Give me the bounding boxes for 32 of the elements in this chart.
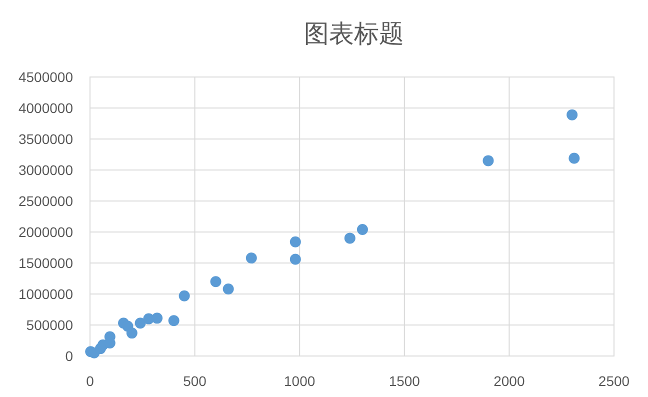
x-tick-label: 2500 — [598, 373, 630, 389]
point — [566, 109, 578, 120]
point — [246, 252, 257, 264]
point — [344, 232, 356, 244]
point — [356, 224, 368, 236]
x-tick-label: 0 — [86, 373, 94, 389]
point — [210, 276, 222, 288]
y-tick-label: 4500000 — [18, 69, 74, 85]
point — [222, 284, 234, 295]
point — [178, 290, 190, 302]
y-tick-label: 0 — [65, 348, 74, 364]
point — [152, 312, 163, 324]
point — [482, 155, 494, 166]
y-tick-label: 1000000 — [18, 286, 74, 302]
y-tick-label: 1500000 — [18, 255, 74, 271]
point — [126, 328, 138, 339]
y-tick-label: 3500000 — [18, 131, 74, 147]
point — [168, 315, 180, 326]
x-tick-label: 1500 — [388, 373, 420, 389]
y-tick-label: 2000000 — [18, 224, 74, 240]
point — [568, 152, 580, 164]
x-tick-label: 500 — [183, 373, 207, 389]
y-tick-label: 4000000 — [18, 100, 74, 116]
chart-title: 图表标题 — [304, 20, 404, 48]
x-tick-label: 1000 — [284, 373, 316, 389]
y-tick-label: 2500000 — [18, 193, 74, 209]
point — [290, 236, 301, 248]
y-tick-label: 3000000 — [18, 162, 74, 178]
y-tick-label: 500000 — [26, 317, 74, 333]
point — [134, 318, 146, 329]
x-tick-label: 2000 — [494, 373, 525, 389]
point — [290, 254, 301, 265]
